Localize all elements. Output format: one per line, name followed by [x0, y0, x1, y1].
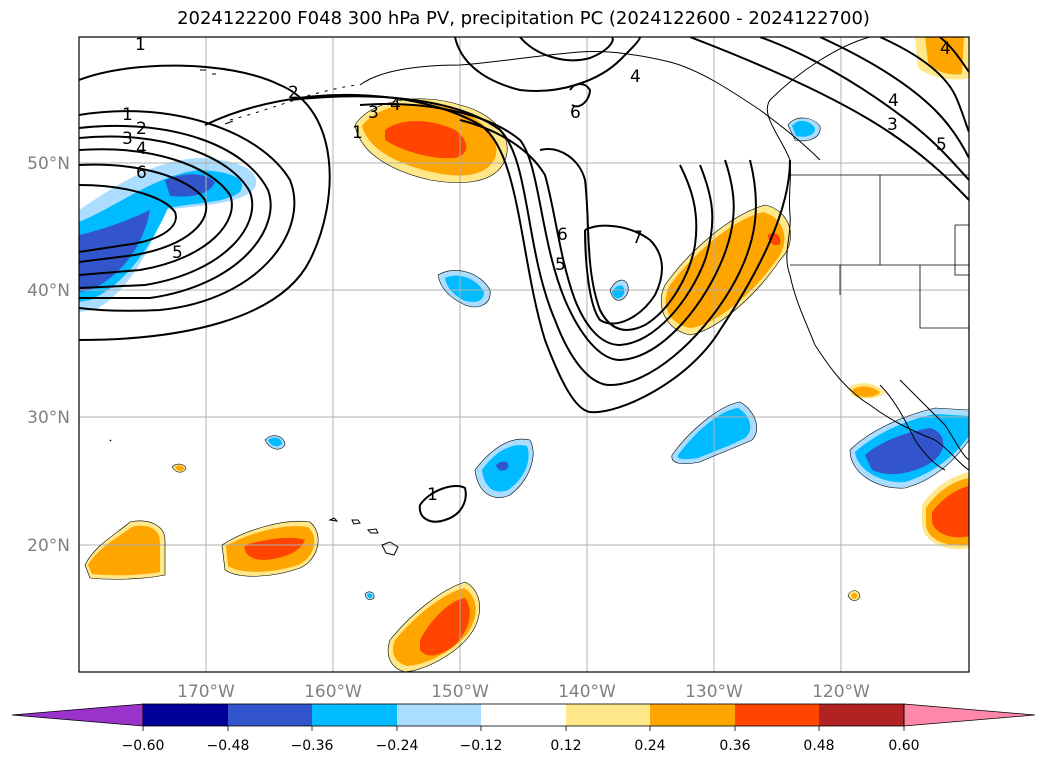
colorbar-tick: −0.48: [207, 738, 250, 754]
hawaiian-islands: [328, 517, 399, 556]
colorbar-extend-right: [903, 703, 1036, 727]
contour-label: 3: [368, 103, 379, 123]
contour-label: 3: [122, 129, 133, 149]
lon-label: 120°W: [812, 682, 870, 702]
longitude-labels: 170°W 160°W 150°W 140°W 130°W 120°W: [177, 682, 870, 702]
colorbar-tick: 0.24: [634, 738, 665, 754]
colorbar-tick: −0.36: [291, 738, 334, 754]
lon-label: 160°W: [304, 682, 362, 702]
colorbar-swatch: [397, 704, 481, 726]
pv-contour-labels: 1 1 2 3 4 6 5 2 3 4 1 6 6 5 7 4 4 3 5 4 …: [122, 35, 951, 505]
colorbar-swatch: [650, 704, 735, 726]
colorbar-tick: −0.60: [122, 738, 165, 754]
pv-contour-trough-1: [204, 93, 791, 414]
coastlines: [109, 37, 969, 556]
map-border: [78, 36, 970, 673]
contour-label: 7: [632, 228, 643, 248]
state-borders: [790, 174, 969, 329]
colorbar-tick: 0.36: [719, 738, 750, 754]
contour-label: 1: [427, 485, 438, 505]
contour-label: 2: [288, 83, 299, 103]
contour-label: 2: [136, 119, 147, 139]
map-title: 2024122200 F048 300 hPa PV, precipitatio…: [177, 8, 870, 29]
contour-label: 4: [940, 39, 951, 59]
contour-label: 5: [936, 135, 947, 155]
contour-label: 6: [570, 103, 581, 123]
contour-label: 6: [557, 225, 568, 245]
colorbar-tick: −0.24: [376, 738, 419, 754]
colorbar-tick: 0.48: [803, 738, 834, 754]
precip-shading: [79, 37, 969, 672]
north-america-coastline: [766, 37, 969, 471]
contour-label: 4: [390, 95, 401, 115]
latitude-labels: 50°N 40°N 30°N 20°N: [27, 154, 70, 556]
colorbar-tick: 0.12: [550, 738, 581, 754]
lat-label: 30°N: [27, 408, 70, 428]
colorbar-tick: −0.12: [460, 738, 503, 754]
contour-label: 3: [887, 115, 898, 135]
contour-label: 1: [122, 105, 133, 125]
colorbar-swatch: [819, 704, 904, 726]
contour-label: 6: [136, 163, 147, 183]
contour-label: 5: [555, 255, 566, 275]
contour-label: 4: [630, 67, 641, 87]
colorbar-swatch: [566, 704, 650, 726]
colorbar-swatch: [143, 704, 228, 726]
alaska-aleutians-coastline: [359, 51, 821, 161]
colorbar: −0.60 −0.48 −0.36 −0.24 −0.12 0.12 0.24 …: [11, 703, 1036, 754]
lat-label: 40°N: [27, 281, 70, 301]
pv-contour-subtropical: [418, 485, 467, 523]
pv-contours: [79, 37, 969, 523]
colorbar-swatch: [735, 704, 819, 726]
lon-label: 150°W: [431, 682, 489, 702]
graticule: [79, 37, 969, 672]
colorbar-extend-left: [11, 703, 144, 727]
baja-coastline: [879, 384, 946, 471]
colorbar-swatch: [481, 704, 566, 726]
contour-label: 1: [352, 123, 363, 143]
lon-label: 130°W: [685, 682, 743, 702]
colorbar-swatch: [228, 704, 312, 726]
contour-label: 5: [172, 243, 183, 263]
contour-label: 4: [888, 91, 899, 111]
contour-label: 4: [136, 139, 147, 159]
colorbar-tick: 0.60: [888, 738, 919, 754]
pv-contour-west-1: [79, 64, 331, 341]
lon-label: 170°W: [177, 682, 235, 702]
lat-label: 20°N: [27, 536, 70, 556]
contour-label: 1: [135, 35, 146, 55]
lon-label: 140°W: [558, 682, 616, 702]
lat-label: 50°N: [27, 154, 70, 174]
map-frame: [79, 37, 969, 672]
colorbar-swatch: [312, 704, 397, 726]
